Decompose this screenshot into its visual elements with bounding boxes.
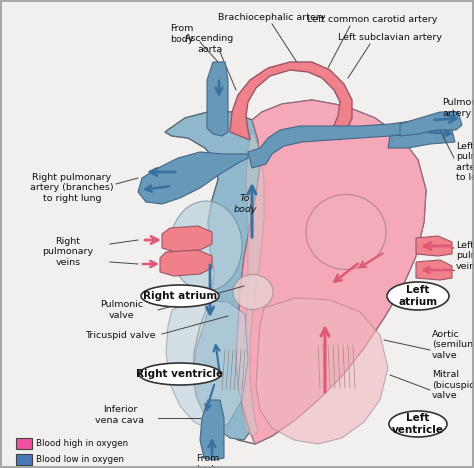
Text: Right pulmonary
artery (branches)
to right lung: Right pulmonary artery (branches) to rig… [30, 173, 114, 203]
Polygon shape [166, 300, 248, 430]
Ellipse shape [139, 363, 221, 385]
Bar [16, 438, 32, 449]
Text: Left common carotid artery: Left common carotid artery [307, 15, 437, 24]
Text: From
body: From body [196, 454, 219, 468]
Ellipse shape [141, 285, 219, 307]
Polygon shape [416, 260, 452, 280]
Text: Left subclavian artery: Left subclavian artery [338, 34, 442, 43]
Text: Mitral
(bicuspid)
valve: Mitral (bicuspid) valve [432, 370, 474, 400]
Text: Pulmonic
valve: Pulmonic valve [100, 300, 144, 320]
Text: Blood high in oxygen: Blood high in oxygen [36, 439, 128, 448]
Ellipse shape [389, 411, 447, 437]
Polygon shape [165, 100, 426, 444]
Polygon shape [138, 152, 248, 204]
Text: Right
pulmonary
veins: Right pulmonary veins [43, 237, 93, 267]
Text: Aortic
(semilunar)
valve: Aortic (semilunar) valve [432, 330, 474, 360]
Polygon shape [416, 236, 452, 256]
Ellipse shape [233, 275, 273, 309]
Text: Pulmonary
artery: Pulmonary artery [442, 98, 474, 117]
Ellipse shape [387, 282, 449, 310]
Bar [16, 454, 32, 465]
Text: Ascending
aorta: Ascending aorta [185, 34, 235, 54]
Text: From
body: From body [170, 24, 194, 44]
Polygon shape [207, 62, 228, 136]
Text: Blood low in oxygen: Blood low in oxygen [36, 455, 124, 464]
Ellipse shape [170, 201, 242, 291]
Text: Brachiocephalic artery: Brachiocephalic artery [218, 14, 326, 22]
Text: Left
ventricle: Left ventricle [392, 413, 444, 435]
Text: Tricuspid valve: Tricuspid valve [85, 331, 155, 341]
Polygon shape [162, 226, 212, 252]
Ellipse shape [306, 195, 386, 270]
Polygon shape [160, 250, 212, 276]
Text: Left
pulmonary
veins: Left pulmonary veins [456, 241, 474, 271]
Text: Right ventricle: Right ventricle [137, 369, 224, 379]
Polygon shape [200, 400, 224, 460]
Text: Left
atrium: Left atrium [399, 285, 438, 307]
Polygon shape [236, 100, 426, 444]
Polygon shape [240, 130, 264, 436]
Polygon shape [248, 118, 438, 168]
Text: Inferior
vena cava: Inferior vena cava [95, 405, 145, 424]
Polygon shape [388, 130, 455, 148]
Polygon shape [165, 112, 260, 440]
Text: Left
pulmonary
artery (branches)
to left lung: Left pulmonary artery (branches) to left… [456, 142, 474, 182]
Text: Right atrium: Right atrium [143, 291, 217, 301]
Polygon shape [256, 298, 388, 444]
Polygon shape [230, 62, 352, 140]
Polygon shape [400, 112, 462, 136]
Text: To
body: To body [233, 194, 257, 214]
